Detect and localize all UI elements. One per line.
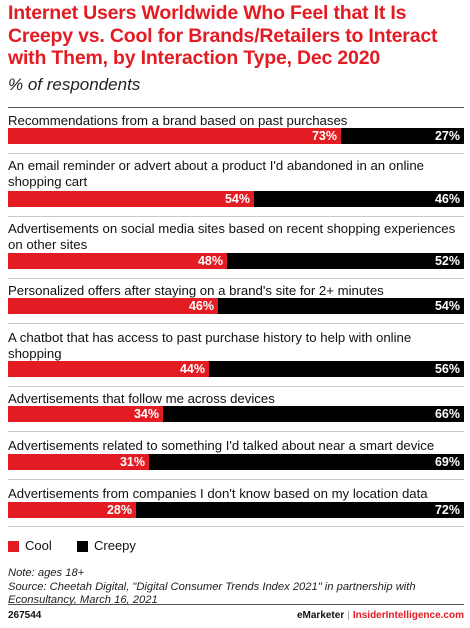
bar-segment-creepy xyxy=(209,361,464,377)
data-label-cool: 44% xyxy=(179,362,205,376)
data-label-creepy: 27% xyxy=(434,129,460,143)
chart-id: 267544 xyxy=(8,610,42,621)
note-text: Note: ages 18+ xyxy=(8,567,85,579)
bar-segment-cool xyxy=(8,191,254,207)
bar-segment-cool xyxy=(8,361,209,377)
row-divider xyxy=(8,323,464,324)
row-divider xyxy=(8,526,464,527)
bar-segment-cool xyxy=(8,454,149,470)
brand-emarketer: eMarketer xyxy=(296,610,345,621)
legend-swatch-cool xyxy=(8,541,19,552)
row-divider xyxy=(8,431,464,432)
row-divider xyxy=(8,216,464,217)
bar-segment-creepy xyxy=(149,454,464,470)
brand: eMarketer | InsiderIntelligence.com xyxy=(297,610,464,621)
bar-row: 73% 27% xyxy=(8,128,464,144)
bar-segment-cool xyxy=(8,406,163,422)
bar-segment-cool xyxy=(8,128,341,144)
row-divider xyxy=(8,278,464,279)
bar-segment-cool xyxy=(8,298,218,314)
data-label-creepy: 66% xyxy=(434,407,460,421)
bar-segment-creepy xyxy=(254,191,464,207)
category-label: Personalized offers after staying on a b… xyxy=(8,283,384,298)
data-label-cool: 31% xyxy=(119,455,145,469)
category-label: Recommendations from a brand based on pa… xyxy=(8,113,348,128)
footer-divider xyxy=(8,604,464,605)
bar-segment-creepy xyxy=(163,406,464,422)
data-label-cool: 34% xyxy=(133,407,159,421)
data-label-creepy: 69% xyxy=(434,455,460,469)
bar-row: 54% 46% xyxy=(8,191,464,207)
chart-subtitle: % of respondents xyxy=(8,75,141,94)
bar-row: 46% 54% xyxy=(8,298,464,314)
category-label: An email reminder or advert about a prod… xyxy=(8,158,424,189)
data-label-creepy: 56% xyxy=(434,362,460,376)
chart-title: Internet Users Worldwide Who Feel that I… xyxy=(8,2,438,69)
bar-row: 48% 52% xyxy=(8,253,464,269)
data-label-cool: 46% xyxy=(188,299,214,313)
bar-segment-cool xyxy=(8,253,227,269)
row-divider xyxy=(8,107,464,108)
bar-segment-creepy xyxy=(227,253,464,269)
data-label-creepy: 54% xyxy=(434,299,460,313)
row-divider xyxy=(8,479,464,480)
data-label-cool: 73% xyxy=(311,129,337,143)
category-label: Advertisements related to something I'd … xyxy=(8,438,435,453)
bar-segment-cool xyxy=(8,502,136,518)
bar-row: 31% 69% xyxy=(8,454,464,470)
data-label-cool: 28% xyxy=(106,503,132,517)
brand-insiderintelligence: InsiderIntelligence.com xyxy=(352,610,464,621)
data-label-creepy: 52% xyxy=(434,254,460,268)
bar-row: 28% 72% xyxy=(8,502,464,518)
brand-separator: | xyxy=(347,610,350,621)
category-label: Advertisements from companies I don't kn… xyxy=(8,486,428,501)
row-divider xyxy=(8,153,464,154)
row-divider xyxy=(8,386,464,387)
legend-label-creepy: Creepy xyxy=(94,538,136,553)
data-label-creepy: 46% xyxy=(434,192,460,206)
category-label: Advertisements on social media sites bas… xyxy=(8,221,456,252)
bar-segment-creepy xyxy=(136,502,464,518)
category-label: A chatbot that has access to past purcha… xyxy=(8,330,412,361)
category-label: Advertisements that follow me across dev… xyxy=(8,391,275,406)
legend-swatch-creepy xyxy=(77,541,88,552)
legend-label-cool: Cool xyxy=(25,538,52,553)
data-label-creepy: 72% xyxy=(434,503,460,517)
notes: Note: ages 18+ Source: Cheetah Digital, … xyxy=(8,567,466,608)
data-label-cool: 48% xyxy=(197,254,223,268)
bar-segment-creepy xyxy=(341,128,464,144)
source-text: Source: Cheetah Digital, "Digital Consum… xyxy=(8,580,416,607)
data-label-cool: 54% xyxy=(224,192,250,206)
bar-row: 44% 56% xyxy=(8,361,464,377)
bar-row: 34% 66% xyxy=(8,406,464,422)
bar-segment-creepy xyxy=(218,298,464,314)
